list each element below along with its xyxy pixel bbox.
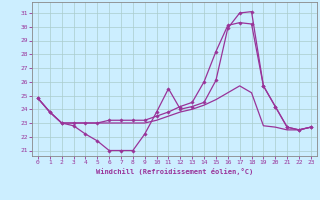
X-axis label: Windchill (Refroidissement éolien,°C): Windchill (Refroidissement éolien,°C) [96, 168, 253, 175]
